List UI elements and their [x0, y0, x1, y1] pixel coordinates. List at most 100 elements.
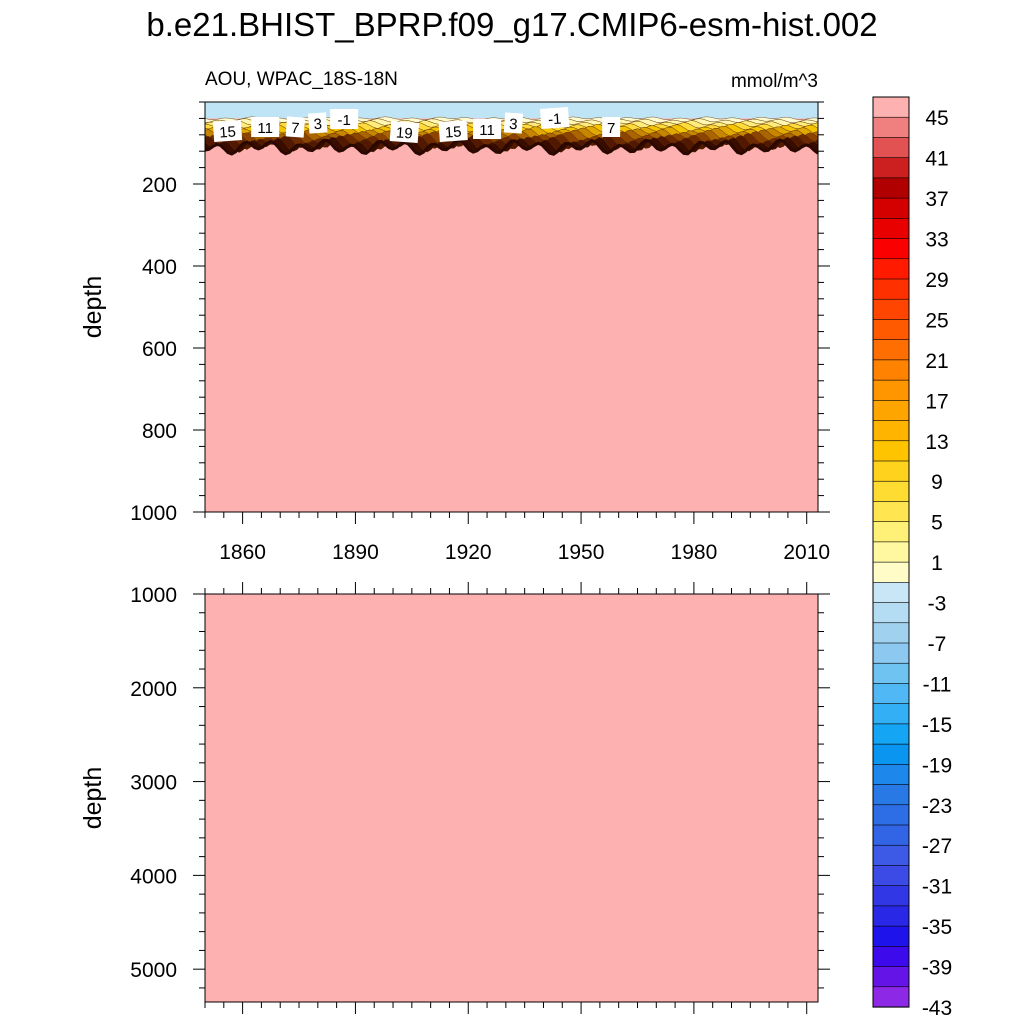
- field-background: [205, 594, 818, 1002]
- colorbar-label: 1: [931, 552, 943, 575]
- colorbar-label: 37: [925, 188, 948, 211]
- x-tick-label: 1920: [445, 541, 492, 564]
- colorbar-label: -15: [922, 714, 952, 737]
- contour-label: 15: [438, 120, 468, 142]
- contour-label-text: 11: [479, 122, 495, 139]
- contour-label-box: [212, 120, 243, 142]
- colorbar-box: [872, 480, 910, 503]
- colorbar-box: [872, 298, 910, 321]
- colorbar-label: -11: [923, 673, 952, 696]
- contour-label-box: [285, 116, 306, 138]
- colorbar-box: [872, 946, 910, 968]
- y-tick-label: 3000: [130, 772, 177, 795]
- colorbar-box: [872, 177, 910, 199]
- colorbar-box: [872, 541, 910, 563]
- colorbar-box: [872, 642, 910, 664]
- upper-panel: 200 400 600 800 1000 1860 1890 1920 1950 1980 2010…: [79, 69, 830, 564]
- colorbar-box: [872, 420, 910, 442]
- contour-label-box: [330, 109, 359, 129]
- y-tick-label: 2000: [130, 678, 177, 701]
- y-tick-label: 600: [142, 338, 177, 361]
- contour-label-text: 19: [395, 124, 413, 142]
- x-tick-label: 2010: [783, 541, 830, 564]
- x-tick-label: 1980: [671, 541, 718, 564]
- contour-label-box: [389, 121, 420, 143]
- colorbar-box: [872, 723, 910, 745]
- colorbar-box: [872, 501, 910, 523]
- contour-label-text: 15: [219, 123, 237, 141]
- colorbar-label: 17: [925, 390, 948, 413]
- colorbar-label: -3: [928, 593, 947, 616]
- colorbar-box: [872, 764, 910, 786]
- colorbar-box: [872, 116, 910, 139]
- x-tick-label: 1860: [219, 541, 266, 564]
- y-tick-label: 400: [142, 256, 177, 279]
- colorbar-label: -19: [922, 754, 952, 777]
- colorbar-box: [872, 743, 910, 765]
- colorbar-box: [872, 885, 910, 907]
- colorbar-frame: [872, 96, 910, 1008]
- contour-label-text: 3: [313, 116, 323, 134]
- colorbar-box: [872, 218, 910, 240]
- x-tick-label: 1890: [332, 541, 379, 564]
- colorbar-box: [872, 703, 910, 725]
- colorbar-box: [872, 683, 910, 705]
- contour-label-text: -1: [337, 112, 350, 129]
- colorbar-label: 45: [925, 107, 948, 130]
- lower-panel: 1000 2000 3000 4000 5000 depth: [79, 582, 830, 1014]
- contour-label: 11: [473, 119, 502, 139]
- panel-left-label: AOU, WPAC_18S-18N: [205, 69, 398, 90]
- y-tick-label: 1000: [130, 584, 177, 607]
- x-tick-label: 1950: [558, 541, 605, 564]
- contour-label-text: 15: [444, 123, 462, 141]
- colorbar-box: [872, 561, 910, 583]
- colorbar-label: 9: [931, 471, 943, 494]
- colorbar-box: [872, 400, 910, 422]
- colorbar-box: [872, 804, 910, 826]
- colorbar-label: 33: [925, 229, 948, 252]
- contour-label-box: [503, 112, 524, 134]
- colorbar-box: [872, 925, 910, 947]
- contour-label-text: 7: [290, 120, 300, 138]
- y-tick-label: 200: [142, 174, 177, 197]
- colorbar-box: [872, 905, 910, 927]
- colorbar-box: [872, 784, 910, 806]
- contour-label: 7: [602, 117, 621, 137]
- contour-label: 15: [212, 120, 243, 142]
- colorbar-box: [872, 844, 910, 867]
- contour-label: 7: [285, 116, 306, 138]
- colorbar-label: 5: [931, 512, 943, 535]
- colorbar: 45 41 37 33 29 25 21 17 13 9 5 1 -3 -7 -11 -15 -19 -23 -27…: [872, 96, 952, 1020]
- colorbar-box: [872, 197, 910, 219]
- colorbar-box: [872, 137, 910, 159]
- colorbar-box: [872, 460, 910, 482]
- y-axis-label: depth: [79, 767, 107, 830]
- contour-label: -1: [330, 109, 359, 129]
- colorbar-label: 41: [925, 148, 948, 171]
- colorbar-label: -31: [922, 876, 952, 899]
- colorbar-box: [872, 96, 910, 118]
- colorbar-box: [872, 339, 910, 361]
- colorbar-box: [872, 986, 910, 1008]
- colorbar-label: 29: [925, 269, 948, 292]
- colorbar-label: 25: [925, 309, 948, 332]
- colorbar-box: [872, 157, 910, 179]
- contour-label: 11: [251, 117, 280, 137]
- colorbar-box: [872, 521, 910, 543]
- colorbar-box: [872, 662, 910, 685]
- contour-edge: [204, 138, 819, 156]
- y-axis-label: depth: [79, 276, 107, 339]
- colorbar-box: [872, 278, 910, 300]
- contour-label-box: [308, 112, 328, 134]
- contour-label-text: -1: [548, 111, 562, 129]
- colorbar-box: [872, 238, 910, 260]
- colorbar-box: [872, 824, 910, 846]
- plot-frame: [204, 593, 819, 1003]
- contour-label: 3: [308, 112, 328, 134]
- y-tick-label: 5000: [130, 959, 177, 982]
- colorbar-box: [872, 319, 910, 341]
- contour-label-box: [602, 117, 621, 137]
- colorbar-box: [872, 622, 910, 644]
- colorbar-box: [872, 258, 910, 280]
- colorbar-box: [872, 865, 910, 887]
